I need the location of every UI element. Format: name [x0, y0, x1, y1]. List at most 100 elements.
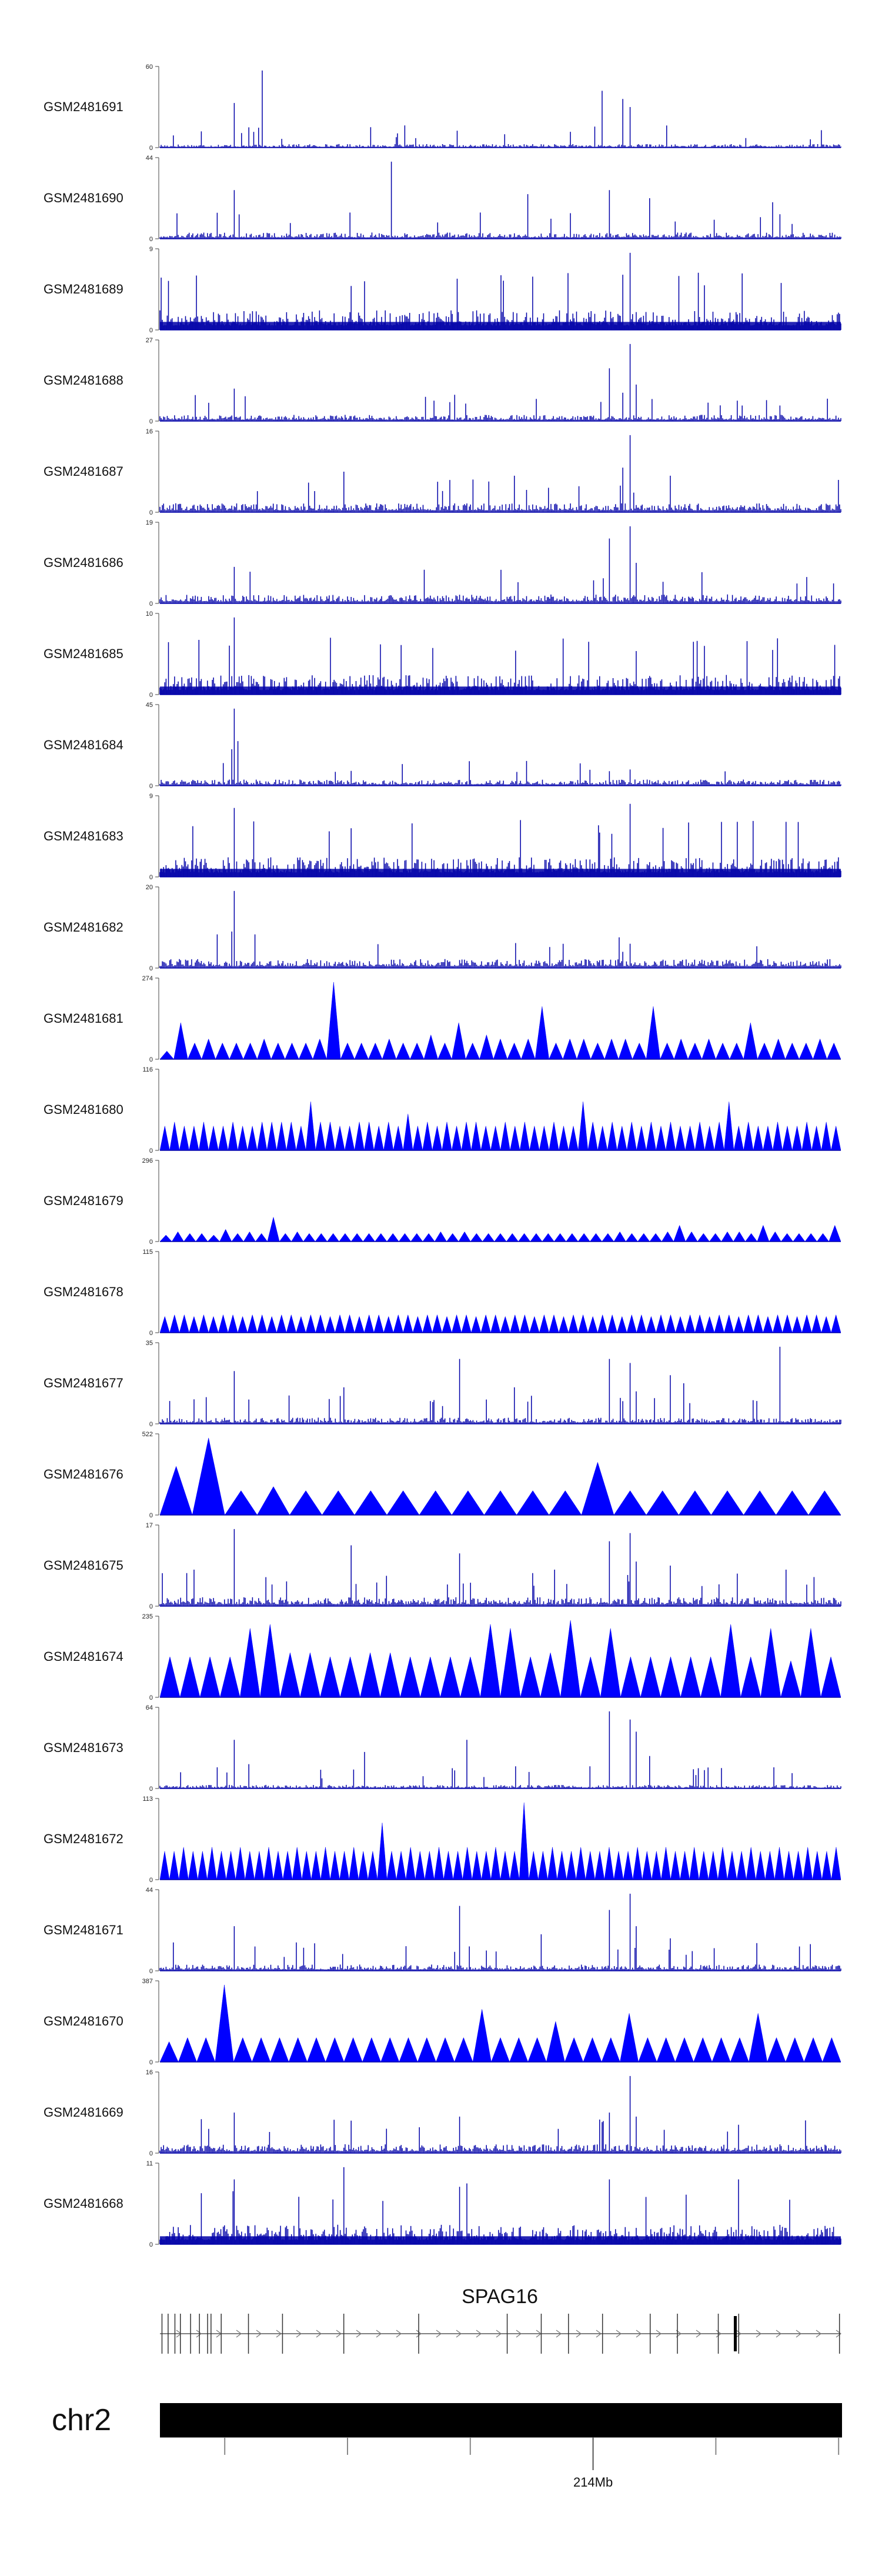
- y-zero-label: 0: [149, 1056, 153, 1063]
- coverage-signal: [159, 526, 841, 603]
- coverage-signal: [159, 1102, 841, 1151]
- y-zero-label: 0: [149, 783, 153, 790]
- y-zero-label: 0: [149, 1421, 153, 1428]
- strand-chevron: [516, 2330, 522, 2338]
- track-label: GSM2481685: [44, 646, 123, 661]
- y-zero-label: 0: [149, 1147, 153, 1154]
- y-max-label: 10: [146, 610, 153, 618]
- track-GSM2481689: GSM2481689 9 0: [44, 246, 841, 334]
- strand-chevron: [836, 2330, 841, 2338]
- y-max-label: 387: [142, 1978, 153, 1985]
- y-max-label: 20: [146, 884, 153, 891]
- track-label: GSM2481679: [44, 1193, 123, 1208]
- coverage-signal: [159, 70, 841, 148]
- strand-chevron: [196, 2330, 202, 2338]
- track-GSM2481678: GSM2481678 115 0: [44, 1249, 841, 1337]
- coverage-baseline-fill: [160, 869, 841, 877]
- strand-chevron: [416, 2330, 422, 2338]
- chromosome-ideogram: chr2 214Mb: [52, 2403, 842, 2490]
- track-label: GSM2481676: [44, 1467, 123, 1481]
- coverage-signal: [159, 617, 841, 695]
- track-label: GSM2481671: [44, 1923, 123, 1937]
- strand-chevron: [236, 2330, 242, 2338]
- coverage-signal: [159, 1217, 841, 1242]
- axis-position-label: 214Mb: [573, 2475, 613, 2490]
- strand-chevron: [316, 2330, 322, 2338]
- coverage-signal: [159, 252, 841, 330]
- y-zero-label: 0: [149, 145, 153, 152]
- y-zero-label: 0: [149, 600, 153, 608]
- track-label: GSM2481682: [44, 920, 123, 935]
- track-label: GSM2481675: [44, 1558, 123, 1573]
- y-max-label: 44: [146, 1887, 153, 1894]
- coverage-signal: [159, 343, 841, 421]
- strand-chevron: [276, 2330, 282, 2338]
- y-zero-label: 0: [149, 236, 153, 243]
- track-GSM2481679: GSM2481679 296 0: [44, 1157, 841, 1246]
- chromosome-band: [160, 2403, 842, 2437]
- track-GSM2481686: GSM2481686 19 0: [44, 519, 841, 608]
- gene-name-label: SPAG16: [462, 2285, 538, 2308]
- coverage-signal: [159, 890, 841, 968]
- track-label: GSM2481668: [44, 2196, 123, 2211]
- track-GSM2481673: GSM2481673 64 0: [44, 1704, 841, 1793]
- track-GSM2481687: GSM2481687 16 0: [44, 428, 841, 516]
- y-zero-label: 0: [149, 2150, 153, 2157]
- coverage-signal: [159, 435, 841, 512]
- y-max-label: 522: [142, 1431, 153, 1438]
- track-label: GSM2481672: [44, 1831, 123, 1846]
- track-GSM2481672: GSM2481672 113 0: [44, 1796, 841, 1884]
- strand-chevron: [336, 2330, 342, 2338]
- track-label: GSM2481690: [44, 191, 123, 205]
- coverage-baseline-fill: [160, 2236, 841, 2244]
- coverage-signal: [159, 1620, 841, 1698]
- coverage-signal: [159, 2076, 841, 2153]
- track-label: GSM2481677: [44, 1376, 123, 1390]
- y-zero-label: 0: [149, 509, 153, 516]
- y-max-label: 116: [142, 1066, 153, 1073]
- y-zero-label: 0: [149, 1694, 153, 1701]
- coverage-signal: [159, 1314, 841, 1333]
- y-max-label: 35: [146, 1340, 153, 1347]
- y-zero-label: 0: [149, 1877, 153, 1884]
- coverage-signal: [159, 982, 841, 1060]
- strand-chevron: [736, 2330, 741, 2338]
- y-zero-label: 0: [149, 1512, 153, 1519]
- strand-chevron: [356, 2330, 362, 2338]
- y-max-label: 9: [149, 793, 153, 800]
- track-label: GSM2481674: [44, 1649, 123, 1664]
- y-max-label: 296: [142, 1157, 153, 1164]
- coverage-signal: [159, 1437, 841, 1516]
- track-GSM2481668: GSM2481668 11 0: [44, 2160, 841, 2248]
- track-GSM2481671: GSM2481671 44 0: [44, 1887, 841, 1975]
- y-zero-label: 0: [149, 1968, 153, 1975]
- track-GSM2481683: GSM2481683 9 0: [44, 793, 841, 881]
- track-label: GSM2481688: [44, 373, 123, 388]
- gene-strand-arrows: [176, 2330, 841, 2338]
- y-max-label: 9: [149, 246, 153, 253]
- strand-chevron: [776, 2330, 781, 2338]
- y-zero-label: 0: [149, 327, 153, 334]
- strand-chevron: [436, 2330, 442, 2338]
- track-label: GSM2481681: [44, 1011, 123, 1026]
- y-max-label: 113: [142, 1796, 153, 1803]
- chromosome-label: chr2: [52, 2403, 111, 2437]
- axis-ticks: [224, 2437, 840, 2470]
- gene-exon-highlight: [734, 2316, 737, 2351]
- coverage-signal: [159, 161, 841, 239]
- track-label: GSM2481683: [44, 829, 123, 843]
- track-GSM2481682: GSM2481682 20 0: [44, 884, 841, 972]
- y-zero-label: 0: [149, 2059, 153, 2066]
- y-max-label: 274: [142, 975, 153, 982]
- strand-chevron: [176, 2330, 182, 2338]
- track-GSM2481691: GSM2481691 60 0: [44, 64, 841, 152]
- y-max-label: 16: [146, 2069, 153, 2076]
- coverage-signal: [159, 1529, 841, 1606]
- coverage-signal: [159, 1893, 841, 1971]
- y-max-label: 64: [146, 1704, 153, 1711]
- y-max-label: 16: [146, 428, 153, 435]
- strand-chevron: [556, 2330, 562, 2338]
- strand-chevron: [636, 2330, 642, 2338]
- coverage-signal: [159, 1802, 841, 1880]
- track-label: GSM2481687: [44, 464, 123, 479]
